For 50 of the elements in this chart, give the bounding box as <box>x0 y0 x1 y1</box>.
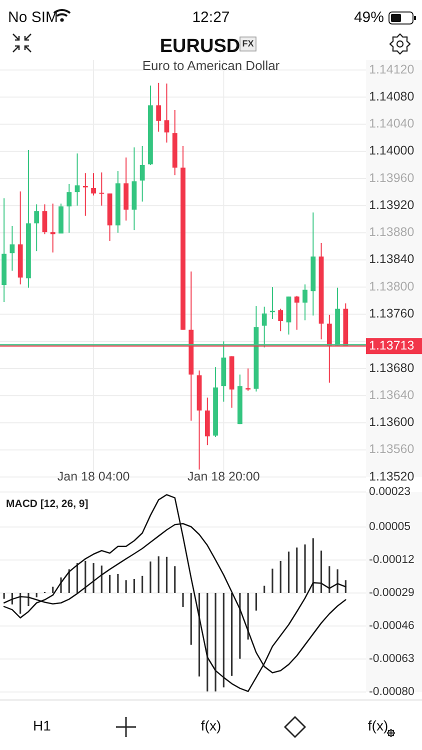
x-tick-label: Jan 18 20:00 <box>188 469 260 484</box>
y-tick-label: 1.14040 <box>369 116 414 131</box>
y-tick-label: 1.13640 <box>369 388 414 402</box>
chart-title: EURUSD <box>160 36 240 57</box>
candlestick <box>50 203 56 253</box>
candlestick <box>99 172 104 206</box>
candlestick <box>246 368 251 392</box>
line-series <box>3 494 346 692</box>
candlestick <box>164 83 170 144</box>
y-tick-label: -0.00046 <box>369 620 414 632</box>
candlestick <box>66 183 72 234</box>
text: 49% <box>354 8 384 26</box>
candlestick <box>34 204 40 252</box>
candlestick <box>278 308 284 332</box>
y-tick-label: -0.00012 <box>369 554 414 566</box>
y-tick-label: 1.14080 <box>369 89 414 104</box>
text: f(x) <box>200 718 222 734</box>
candlestick <box>82 172 88 216</box>
y-tick-label: 1.13520 <box>369 469 414 484</box>
y-tick-label: -0.00029 <box>369 587 414 599</box>
candlestick <box>140 145 145 202</box>
candlestick <box>42 204 48 235</box>
text: No SIM <box>8 8 58 26</box>
candlestick <box>156 82 162 132</box>
chart-subtitle: Euro to American Dollar <box>142 58 280 73</box>
y-tick-label: 1.13960 <box>369 170 414 185</box>
text: f(x) <box>368 718 388 734</box>
text: FX <box>242 38 254 48</box>
ref-line-label: 1.13713 <box>369 338 414 352</box>
y-tick-label: 1.13840 <box>369 252 414 266</box>
y-tick-label: 1.13560 <box>369 442 414 456</box>
y-tick-label: 1.13880 <box>369 225 414 240</box>
candlestick <box>302 284 308 321</box>
y-tick-label: 1.14000 <box>369 144 414 158</box>
y-tick-label: 0.00023 <box>369 486 411 498</box>
text: H1 <box>33 718 52 734</box>
y-tick-label: 1.13800 <box>369 279 414 294</box>
y-tick-label: 1.13760 <box>369 306 414 320</box>
y-tick-label: -0.00080 <box>369 686 414 698</box>
y-tick-label: 1.13920 <box>369 198 414 212</box>
y-tick-label: 1.13680 <box>369 360 414 375</box>
y-tick-label: 1.13600 <box>369 415 414 430</box>
text: MACD [12, 26, 9] <box>6 498 88 510</box>
candlestick <box>91 172 96 196</box>
candlestick <box>294 295 300 330</box>
y-tick-label: -0.00063 <box>369 653 414 666</box>
y-tick-label: 0.00005 <box>369 520 411 533</box>
x-tick-label: Jan 18 04:00 <box>57 469 130 484</box>
text: 12:27 <box>192 8 230 26</box>
y-tick-label: 1.14120 <box>369 62 414 76</box>
